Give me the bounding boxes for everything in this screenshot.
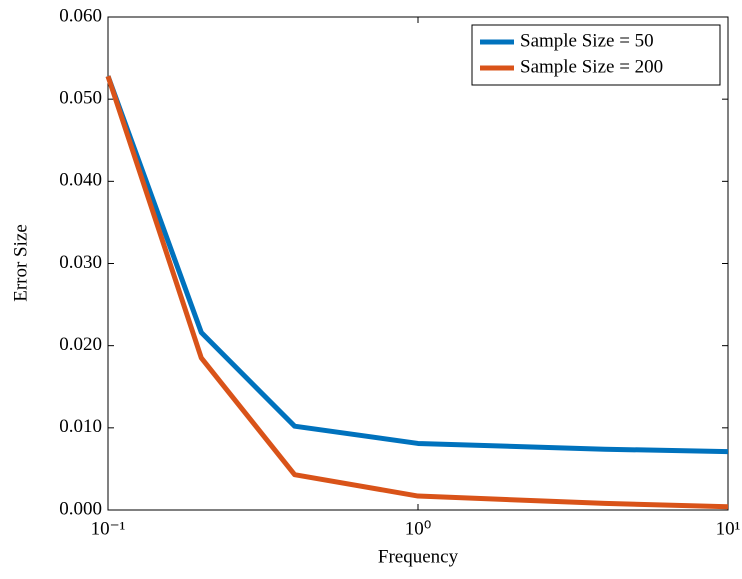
x-axis-label: Frequency <box>378 546 459 567</box>
legend-label: Sample Size = 50 <box>520 30 654 51</box>
y-axis-label: Error Size <box>10 224 31 302</box>
y-tick-label: 0.010 <box>59 416 102 437</box>
plot-frame <box>107 16 729 511</box>
series-line <box>105 75 729 510</box>
y-tick-label: 0.030 <box>59 252 102 273</box>
legend-box <box>471 24 721 86</box>
y-tick-label: 0.000 <box>59 498 102 519</box>
y-tick-label: 0.020 <box>59 334 102 355</box>
x-tick-label: 10¹ <box>716 518 741 539</box>
y-tick-label: 0.060 <box>59 5 102 26</box>
y-tick-label: 0.050 <box>59 88 102 109</box>
series-line <box>105 75 729 455</box>
x-tick-label: 10⁻¹ <box>91 518 126 539</box>
y-tick-label: 0.040 <box>59 170 102 191</box>
x-tick-label: 10⁰ <box>405 518 432 539</box>
legend-label: Sample Size = 200 <box>520 56 663 77</box>
